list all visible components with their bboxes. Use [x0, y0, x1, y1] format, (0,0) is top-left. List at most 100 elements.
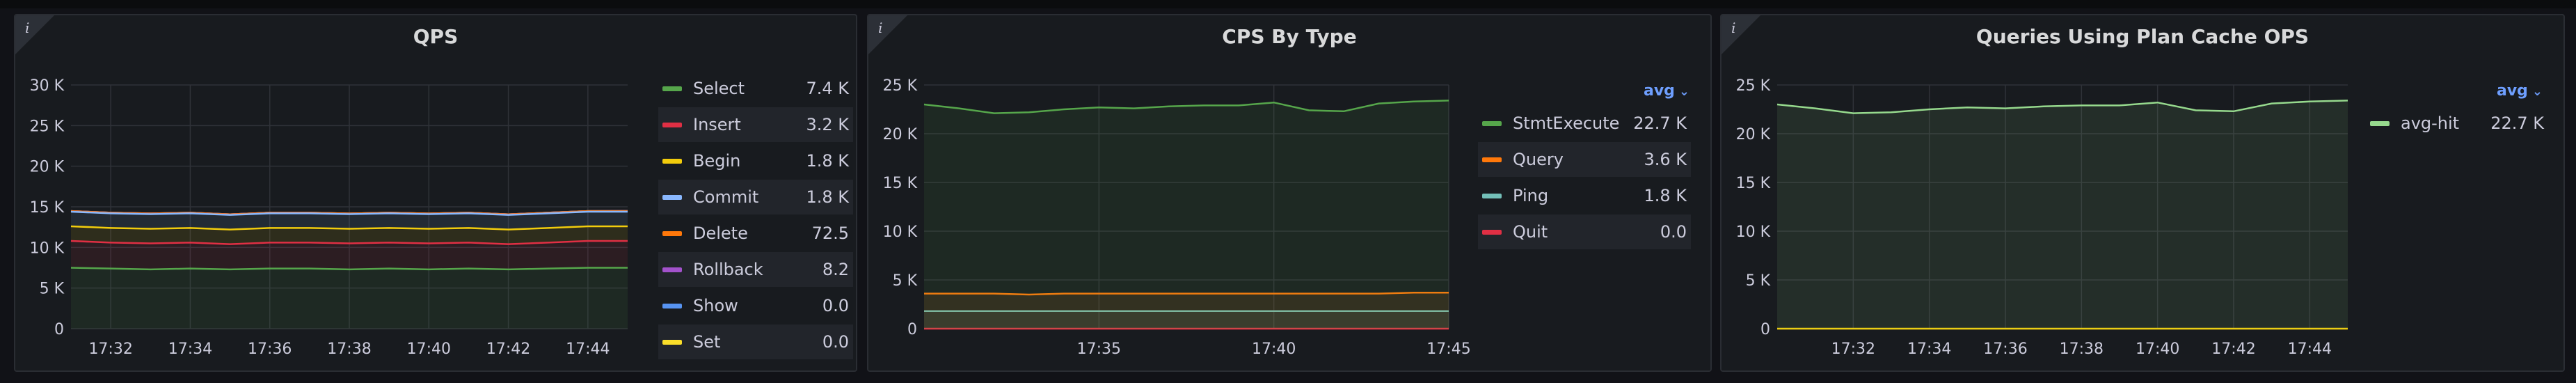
legend-item[interactable]: Ping 1.8 K	[1478, 178, 1691, 213]
y-tick-label: 25 K	[1736, 77, 1771, 95]
series-line-begin	[70, 225, 628, 230]
x-tick-label: 17:40	[407, 341, 451, 358]
series-area-ping	[924, 311, 1449, 329]
series-line-stmtexecute	[923, 100, 1449, 114]
legend-series-value: 1.8 K	[806, 187, 849, 207]
x-tick-label: 17:40	[2136, 341, 2179, 358]
qps-chart[interactable]: 0 5 K 10 K 15 K 20 K 25 K 30 K 17:32 17:34 17:36 1…	[15, 15, 857, 372]
legend-series-name: Set	[693, 332, 721, 352]
legend-sort-dropdown[interactable]: avg ⌄	[1644, 82, 1689, 100]
legend-series-value: 8.2	[822, 260, 849, 279]
y-tick-label: 5 K	[1746, 272, 1771, 290]
panel-qps: i QPS 0 5 K 10 K 15 K 20 K 25 K 30 K 17:32 17:34…	[14, 14, 857, 372]
legend-item[interactable]: Rollback 8.2	[658, 252, 853, 287]
chevron-down-icon: ⌄	[2531, 84, 2543, 99]
x-tick-label: 17:45	[1426, 341, 1470, 358]
y-tick-label: 30 K	[30, 77, 65, 95]
x-tick-label: 17:36	[1983, 341, 2027, 358]
y-tick-label: 25 K	[30, 118, 65, 135]
y-tick-label: 20 K	[30, 159, 65, 176]
series-area-avg-hit	[1777, 100, 2348, 329]
series-area-begin	[71, 226, 628, 244]
x-tick-label: 17:34	[168, 341, 212, 358]
legend-series-value: 7.4 K	[806, 79, 849, 98]
series-area-select	[71, 267, 628, 329]
legend-series-name: Insert	[693, 115, 741, 134]
y-tick-label: 0	[907, 321, 917, 338]
x-tick-label: 17:38	[327, 341, 371, 358]
legend-swatch	[1482, 157, 1502, 162]
panel-corner	[868, 15, 907, 54]
qps-legend: Select 7.4 K Insert 3.2 K Begin 1.8 K Commit 1.…	[658, 71, 853, 364]
legend-sort-dropdown[interactable]: avg ⌄	[2497, 82, 2543, 100]
y-tick-label: 10 K	[883, 224, 918, 241]
legend-series-name: Delete	[693, 224, 748, 243]
legend-series-name: avg-hit	[2401, 114, 2460, 133]
x-tick-label: 17:35	[1077, 341, 1121, 358]
series-line-query	[924, 291, 1449, 296]
y-tick-label: 0	[1760, 321, 1770, 338]
legend-swatch	[662, 86, 682, 91]
series-line-insert	[70, 240, 628, 245]
series-line-select	[70, 267, 628, 271]
y-tick-label: 0	[54, 321, 64, 338]
legend-item[interactable]: Query 3.6 K	[1478, 142, 1691, 177]
y-tick-label: 15 K	[30, 199, 65, 217]
legend-series-name: Ping	[1513, 186, 1549, 205]
x-tick-label: 17:34	[1907, 341, 1951, 358]
legend-sort-label: avg	[1643, 82, 1675, 100]
panel-title[interactable]: Queries Using Plan Cache OPS	[1975, 25, 2309, 48]
panel-corner	[15, 15, 54, 54]
legend-item[interactable]: Show 0.0	[658, 288, 853, 323]
legend-item[interactable]: Quit 0.0	[1478, 214, 1691, 249]
legend-swatch	[662, 159, 682, 164]
legend-item[interactable]: Delete 72.5	[658, 216, 853, 251]
y-tick-label: 15 K	[883, 175, 918, 192]
legend-item[interactable]: Commit 1.8 K	[658, 180, 853, 214]
legend-series-value: 1.8 K	[806, 151, 849, 171]
info-icon[interactable]: i	[878, 19, 883, 36]
legend-series-name: Commit	[693, 187, 759, 207]
legend-series-value: 22.7 K	[1633, 114, 1687, 133]
series-area-commit	[71, 212, 628, 230]
legend-swatch	[1482, 121, 1502, 126]
y-tick-label: 10 K	[30, 240, 65, 257]
legend-item[interactable]: Begin 1.8 K	[658, 143, 853, 178]
legend-series-value: 0.0	[1660, 222, 1687, 242]
legend-series-value: 0.0	[822, 296, 849, 315]
y-tick-label: 5 K	[40, 281, 65, 298]
x-tick-label: 17:44	[566, 341, 610, 358]
y-tick-label: 15 K	[1736, 175, 1771, 192]
x-tick-label: 17:38	[2060, 341, 2104, 358]
legend-series-name: Query	[1513, 150, 1564, 169]
x-tick-label: 17:32	[88, 341, 132, 358]
legend-swatch	[662, 304, 682, 308]
panel-title[interactable]: CPS By Type	[1222, 25, 1357, 48]
x-tick-label: 17:42	[486, 341, 530, 358]
legend-series-value: 3.2 K	[806, 115, 849, 134]
legend-series-name: Show	[693, 296, 738, 315]
legend-series-name: StmtExecute	[1513, 114, 1620, 133]
series-area-stmtexecute	[924, 100, 1449, 329]
info-icon[interactable]: i	[25, 19, 30, 36]
cps-by-type-chart[interactable]: 0 5 K 10 K 15 K 20 K 25 K 17:35 17:40 17:45	[868, 15, 1712, 372]
legend-item[interactable]: Insert 3.2 K	[658, 107, 853, 142]
legend-swatch	[662, 123, 682, 127]
y-tick-label: 25 K	[883, 77, 918, 95]
legend-item[interactable]: Set 0.0	[658, 325, 853, 359]
legend-sort-label: avg	[2496, 82, 2528, 100]
panel-corner	[1722, 15, 1760, 54]
x-tick-label: 17:42	[2211, 341, 2255, 358]
legend-item[interactable]: StmtExecute 22.7 K	[1478, 106, 1691, 141]
legend-series-name: Select	[693, 79, 745, 98]
legend-item[interactable]: avg-hit 22.7 K	[2366, 106, 2548, 141]
legend-swatch	[662, 267, 682, 272]
info-icon[interactable]: i	[1731, 19, 1736, 36]
legend-swatch	[1482, 194, 1502, 198]
y-tick-label: 20 K	[883, 126, 918, 143]
plan-cache-ops-chart[interactable]: 0 5 K 10 K 15 K 20 K 25 K 17:32 17:34 17:36 17:38…	[1722, 15, 2565, 372]
legend-series-name: Rollback	[693, 260, 763, 279]
legend-swatch	[662, 340, 682, 345]
panel-title[interactable]: QPS	[413, 25, 459, 48]
legend-item[interactable]: Select 7.4 K	[658, 71, 853, 106]
